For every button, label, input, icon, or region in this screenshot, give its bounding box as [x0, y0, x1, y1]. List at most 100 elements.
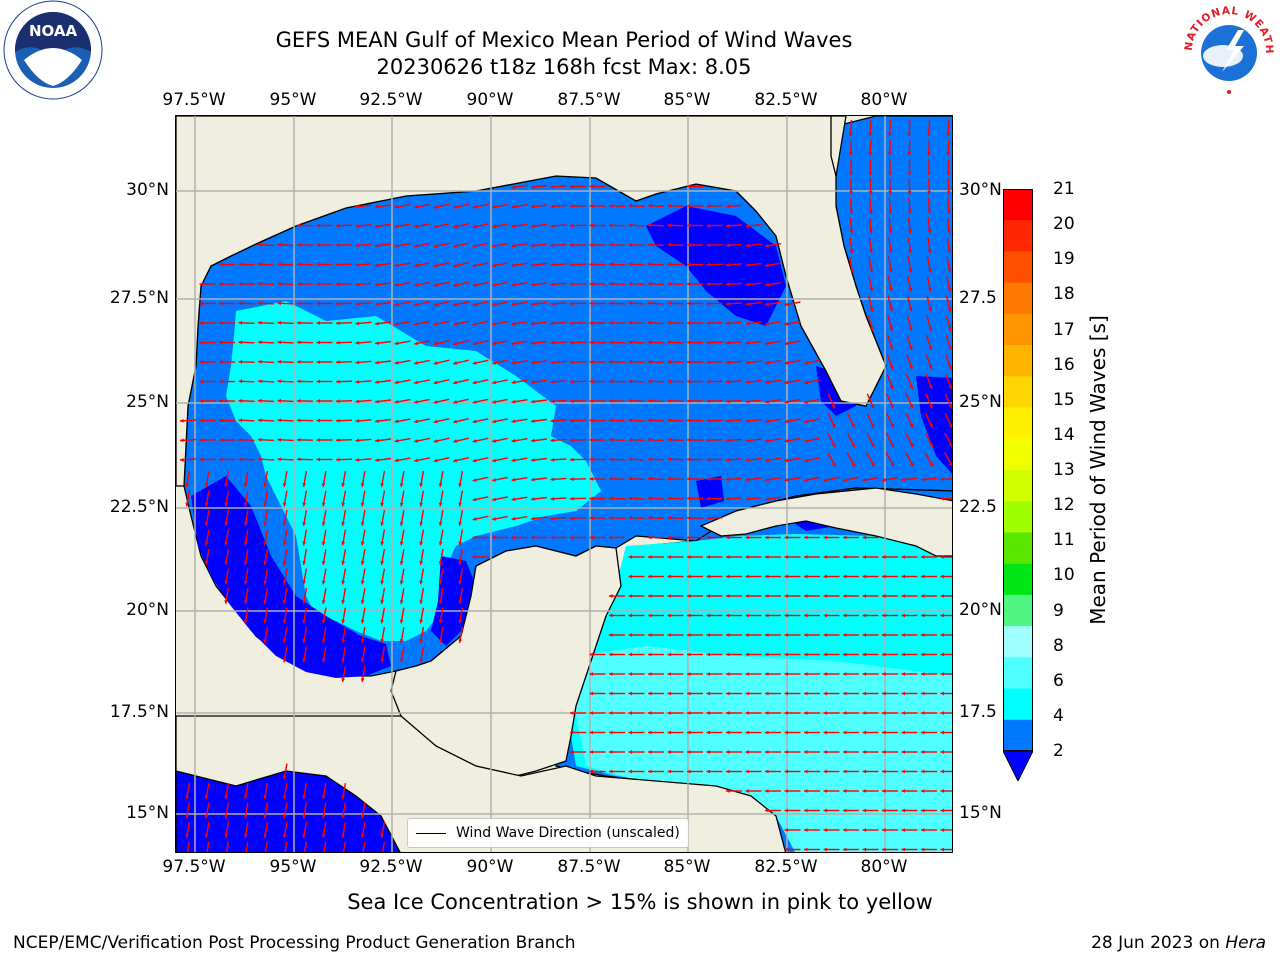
wave-direction-arrowhead: [380, 580, 385, 585]
wave-direction-arrowhead: [472, 361, 477, 365]
wave-direction-arrowhead: [609, 437, 613, 442]
wave-direction-arrowhead: [687, 282, 691, 286]
wave-direction-arrowhead: [570, 243, 574, 248]
wave-direction-arrowhead: [492, 497, 496, 502]
wave-direction-arrowhead: [570, 477, 574, 482]
footer-date-text: 28 Jun 2023 on: [1091, 933, 1226, 953]
wave-direction-arrowhead: [921, 828, 925, 832]
wave-direction-arrowhead: [687, 496, 691, 501]
wave-direction-arrowhead: [511, 360, 516, 365]
wave-direction-arrowhead: [380, 639, 385, 643]
wave-direction-arrowhead: [238, 262, 243, 267]
wave-direction-arrowhead: [609, 496, 613, 501]
wave-direction-arrowhead: [909, 365, 913, 370]
wave-direction-arrowhead: [784, 633, 788, 637]
wave-direction-arrowhead: [804, 458, 808, 463]
wave-direction-arrowhead: [823, 555, 827, 559]
wave-direction-arrowhead: [843, 672, 847, 676]
wave-direction-arrowhead: [745, 789, 749, 793]
wave-direction-arrowhead: [848, 132, 853, 136]
lon-tick-top: 82.5°W: [754, 90, 818, 110]
wave-direction-arrowhead: [394, 341, 399, 346]
wave-direction-arrowhead: [438, 639, 443, 643]
wave-direction-arrowhead: [869, 229, 873, 234]
wave-direction-arrowhead: [823, 691, 827, 696]
wave-direction-arrowhead: [419, 619, 424, 624]
wave-direction-arrowhead: [531, 360, 535, 365]
wave-direction-arrowhead: [726, 204, 730, 209]
wave-direction-arrowhead: [419, 541, 424, 546]
colorbar-segment: [1003, 532, 1033, 565]
wave-direction-arrowhead: [453, 439, 458, 443]
wave-direction-arrowhead: [765, 360, 769, 365]
wave-direction-arrowhead: [282, 600, 287, 604]
wave-direction-arrowhead: [909, 423, 914, 428]
wave-direction-arrowhead: [947, 288, 952, 292]
wave-direction-arrowhead: [648, 515, 652, 520]
wave-direction-arrowhead: [784, 322, 789, 326]
wave-direction-arrowhead: [831, 423, 836, 428]
wave-direction-arrowhead: [784, 361, 789, 365]
wave-direction-arrowhead: [258, 340, 262, 345]
wave-direction-arrowhead: [628, 652, 632, 657]
wave-direction-arrowhead: [804, 789, 808, 793]
wave-direction-arrowhead: [258, 437, 262, 442]
wave-direction-arrowhead: [453, 380, 458, 385]
wave-direction-arrowhead: [360, 561, 365, 565]
wave-direction-arrowhead: [745, 360, 750, 365]
wave-direction-arrowhead: [204, 814, 209, 819]
wave-direction-arrowhead: [277, 320, 282, 325]
wave-direction-arrowhead: [399, 639, 404, 643]
wave-direction-arrowhead: [843, 808, 847, 813]
wave-direction-arrowhead: [399, 580, 404, 585]
wave-direction-arrowhead: [888, 190, 893, 195]
wave-direction-arrowhead: [321, 619, 326, 624]
wave-direction-arrowhead: [609, 223, 613, 228]
wave-direction-arrowhead: [706, 360, 711, 364]
wave-direction-arrowhead: [804, 828, 808, 832]
wave-direction-arrowhead: [589, 672, 593, 676]
colorbar-tick: 12: [1053, 495, 1075, 516]
sea-ice-note: Sea Ice Concentration > 15% is shown in …: [347, 890, 933, 914]
wave-direction-arrowhead: [843, 711, 847, 715]
wave-direction-arrowhead: [927, 210, 932, 214]
wave-direction-arrowhead: [921, 808, 925, 813]
wave-direction-arrowhead: [726, 282, 730, 287]
wave-direction-arrowhead: [882, 769, 886, 774]
wave-direction-arrowhead: [380, 600, 385, 604]
wave-direction-arrowhead: [243, 795, 248, 799]
wave-direction-arrowhead: [492, 244, 496, 248]
wave-direction-arrowhead: [453, 419, 458, 424]
wave-direction-arrowhead: [940, 730, 944, 735]
wave-direction-arrowhead: [336, 282, 340, 287]
wave-direction-arrowhead: [869, 326, 874, 331]
wave-direction-arrowhead: [628, 515, 633, 520]
wave-direction-arrowhead: [947, 229, 951, 234]
wave-direction-arrowhead: [843, 478, 847, 482]
colorbar-tick: 16: [1053, 354, 1075, 375]
wave-direction-arrowhead: [531, 341, 535, 345]
wave-direction-arrowhead: [706, 243, 711, 247]
wave-direction-arrowhead: [375, 399, 379, 404]
wave-direction-arrowhead: [589, 262, 593, 267]
wave-direction-arrowhead: [745, 419, 750, 423]
wave-direction-arrowhead: [706, 769, 710, 774]
wave-direction-arrowhead: [336, 340, 340, 345]
colorbar-segment: [1003, 657, 1033, 690]
wave-direction-arrowhead: [843, 535, 847, 540]
lon-tick-top: 80°W: [860, 90, 908, 110]
wave-direction-arrowhead: [375, 263, 379, 267]
wave-direction-arrowhead: [804, 574, 808, 579]
wave-direction-arrowhead: [419, 483, 424, 487]
wave-direction-arrowhead: [687, 438, 691, 442]
wave-direction-arrowhead: [609, 535, 613, 540]
wave-direction-arrowhead: [804, 633, 808, 637]
wave-direction-arrow: [362, 841, 366, 852]
wave-direction-arrowhead: [355, 204, 360, 209]
wave-direction-arrowhead: [336, 360, 340, 365]
wave-direction-arrowhead: [550, 477, 555, 482]
wave-direction-arrowhead: [823, 750, 827, 754]
wave-direction-arrowhead: [667, 515, 672, 520]
colorbar-segment: [1003, 563, 1033, 596]
wave-direction-arrowhead: [609, 633, 613, 637]
